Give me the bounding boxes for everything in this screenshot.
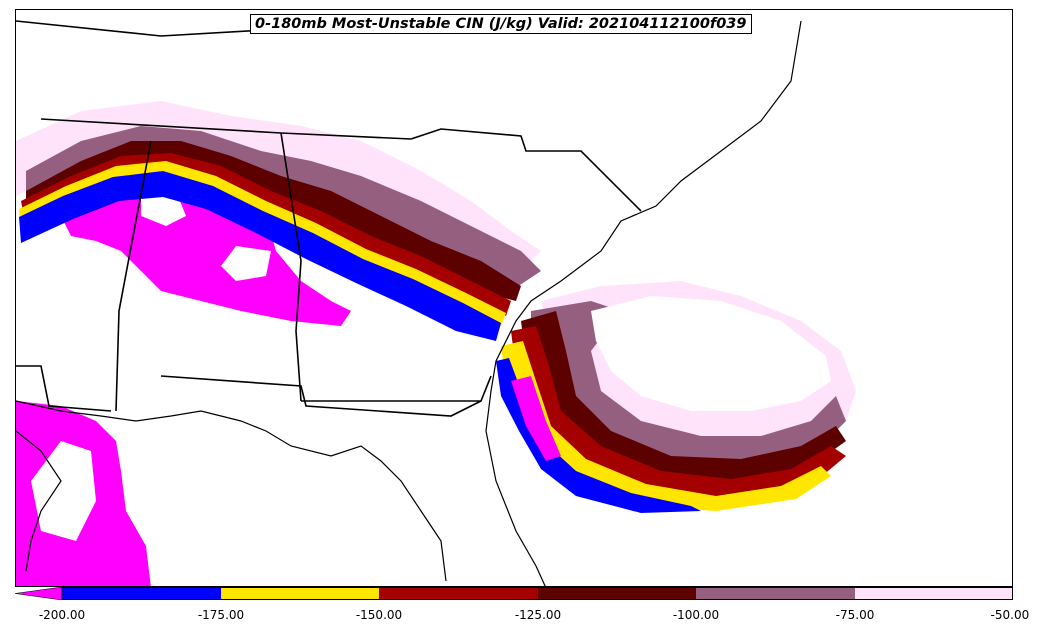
colorbar-tick-label: -100.00: [672, 608, 720, 622]
boundary-fl-panhandle: [160, 375, 482, 417]
colorbar-tick-label: -200.00: [38, 608, 86, 622]
colorbar-bin-6: [855, 587, 1013, 600]
colorbar-extend-arrow: [15, 587, 63, 600]
colorbar-bin-5: [696, 587, 855, 600]
boundary-al-ga: [280, 132, 302, 402]
cin-map: [16, 20, 856, 586]
colorbar-bin-3: [379, 587, 538, 600]
coastline-gulf: [16, 400, 447, 582]
coastlines: [16, 20, 802, 586]
coastline-louisiana: [16, 430, 62, 572]
cin-blob-darkred: [521, 311, 846, 481]
boundary-la-ms: [16, 365, 112, 412]
cin-blob-yellow: [501, 341, 831, 511]
map-panel: [15, 9, 1013, 587]
boundary-ga-fl: [301, 375, 492, 402]
colorbar-bin-1: [62, 587, 221, 600]
colorbar-outline: [61, 587, 1013, 600]
cin-band-blue-north: [19, 171, 501, 341]
cin-blob-red: [511, 326, 846, 496]
colorbar-bin-2: [221, 587, 379, 600]
colorbar-tick-label: -150.00: [355, 608, 403, 622]
colorbar-bin-4: [538, 587, 696, 600]
cin-blob-white-core: [591, 296, 831, 411]
cin-blob-mauve: [531, 301, 846, 463]
colorbar-tick-label: -175.00: [197, 608, 245, 622]
cin-field-gap-2: [221, 246, 271, 281]
boundary-ga-sc: [410, 128, 642, 212]
colorbar-tick-label: -125.00: [514, 608, 562, 622]
state-boundaries: [16, 20, 642, 417]
colorbar-tick-label: -75.00: [835, 608, 875, 622]
colorbar: [15, 587, 1013, 600]
boundary-ms-al: [115, 140, 152, 412]
colorbar-tick-label: -50.00: [990, 608, 1030, 622]
coastline-atlantic: [485, 20, 802, 586]
map-title: 0-180mb Most-Unstable CIN (J/kg) Valid: …: [250, 14, 752, 34]
cin-field-gap-3: [31, 441, 96, 541]
cin-blob-magenta-edge: [511, 376, 561, 461]
